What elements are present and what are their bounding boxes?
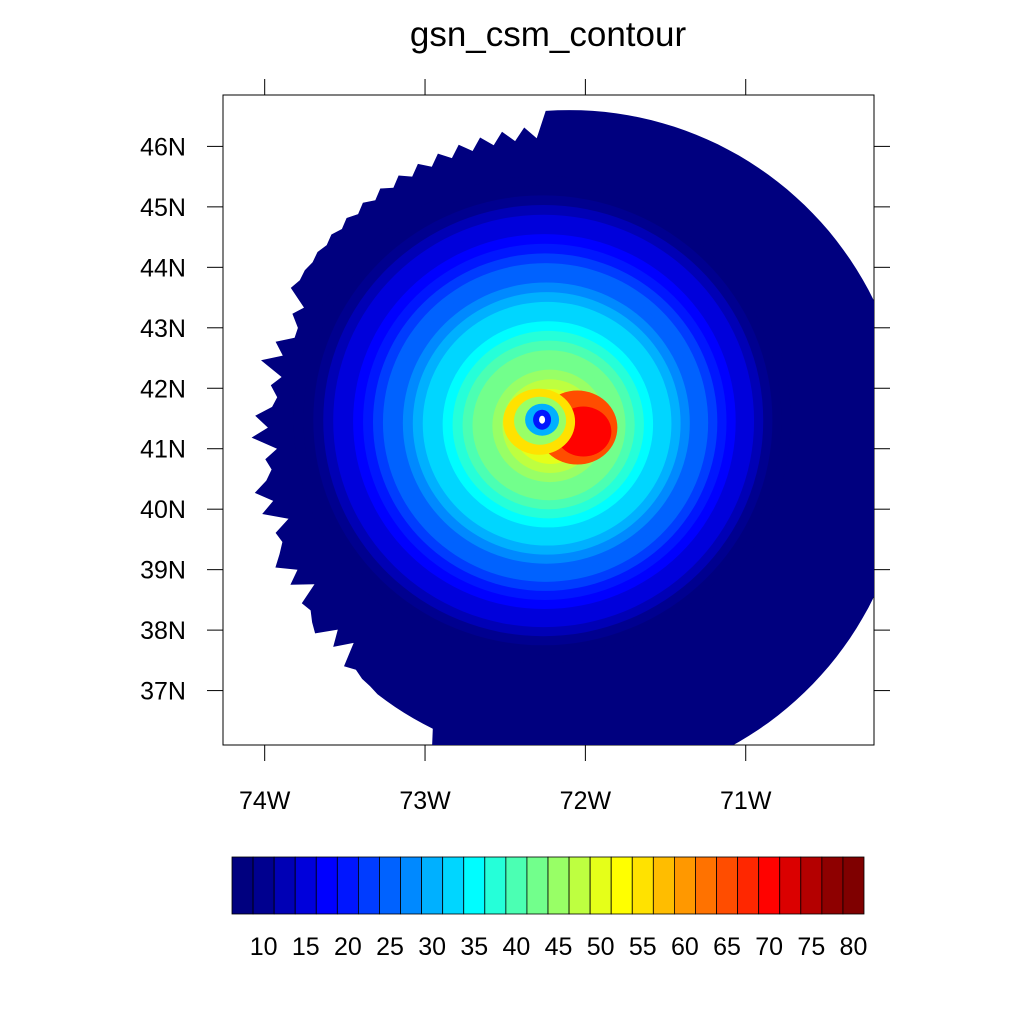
chart-title: gsn_csm_contour <box>410 15 687 54</box>
colorbar-box <box>294 856 317 915</box>
colorbar-label: 70 <box>755 933 783 961</box>
colorbar-box <box>336 856 359 915</box>
colorbar-box <box>379 856 401 915</box>
colorbar-box <box>252 856 275 915</box>
y-tick-label: 42N <box>140 375 186 403</box>
y-tick-label: 40N <box>140 496 186 524</box>
x-tick-label: 72W <box>560 787 612 815</box>
colorbar-box <box>526 856 549 915</box>
y-tick-labels: 37N 38N 39N 40N 41N 42N 43N 44N 45N 46N <box>140 133 186 705</box>
colorbar-label: 30 <box>418 933 446 961</box>
colorbar-box <box>505 856 528 915</box>
colorbar-box <box>758 856 781 915</box>
colorbar-box <box>652 856 675 915</box>
colorbar-label: 10 <box>250 933 278 961</box>
colorbar-box <box>589 856 612 915</box>
colorbar-box <box>779 856 802 915</box>
colorbar-box <box>631 856 654 915</box>
colorbar-box <box>400 856 422 915</box>
colorbar-box <box>547 856 570 915</box>
colorbar-label: 25 <box>376 933 404 961</box>
y-tick-label: 38N <box>140 617 186 645</box>
colorbar-label: 75 <box>797 933 825 961</box>
colorbar-box <box>484 856 507 915</box>
colorbar-label: 60 <box>671 933 699 961</box>
colorbar-label: 20 <box>334 933 362 961</box>
x-tick-labels: 74W 73W 72W 71W <box>239 787 772 815</box>
colorbar-box <box>357 856 380 915</box>
colorbar <box>231 856 865 915</box>
colorbar-box <box>442 856 465 915</box>
y-tick-label: 46N <box>140 133 186 161</box>
colorbar-box <box>273 856 296 915</box>
colorbar-box <box>716 856 738 915</box>
wind-speed-field <box>251 110 874 745</box>
colorbar-box <box>737 856 760 915</box>
colorbar-label: 80 <box>840 933 868 961</box>
axis-ticks <box>207 79 890 761</box>
colorbar-box <box>463 856 486 915</box>
colorbar-box <box>610 856 633 915</box>
y-tick-label: 44N <box>140 254 186 282</box>
colorbar-box <box>821 856 844 915</box>
y-tick-label: 37N <box>140 678 186 706</box>
y-tick-label: 41N <box>140 436 186 464</box>
colorbar-box <box>800 856 823 915</box>
y-tick-label: 39N <box>140 557 186 585</box>
x-tick-label: 74W <box>239 787 291 815</box>
x-tick-label: 71W <box>720 787 772 815</box>
colorbar-label: 40 <box>502 933 530 961</box>
colorbar-box <box>674 856 696 915</box>
colorbar-box <box>315 856 338 915</box>
colorbar-box <box>568 856 591 915</box>
colorbar-label: 45 <box>545 933 573 961</box>
colorbar-label: 35 <box>460 933 488 961</box>
storm-eye <box>539 415 546 424</box>
colorbar-label: 65 <box>713 933 741 961</box>
colorbar-box <box>695 856 717 915</box>
colorbar-box <box>842 856 865 915</box>
x-tick-label: 73W <box>399 787 451 815</box>
colorbar-label: 50 <box>587 933 615 961</box>
colorbar-box <box>421 856 444 915</box>
y-tick-label: 45N <box>140 194 186 222</box>
y-tick-label: 43N <box>140 315 186 343</box>
colorbar-labels: 10 15 20 25 30 35 40 45 50 55 60 65 70 75 80 <box>250 933 868 961</box>
colorbar-label: 15 <box>292 933 320 961</box>
colorbar-label: 55 <box>629 933 657 961</box>
colorbar-box <box>231 856 254 915</box>
